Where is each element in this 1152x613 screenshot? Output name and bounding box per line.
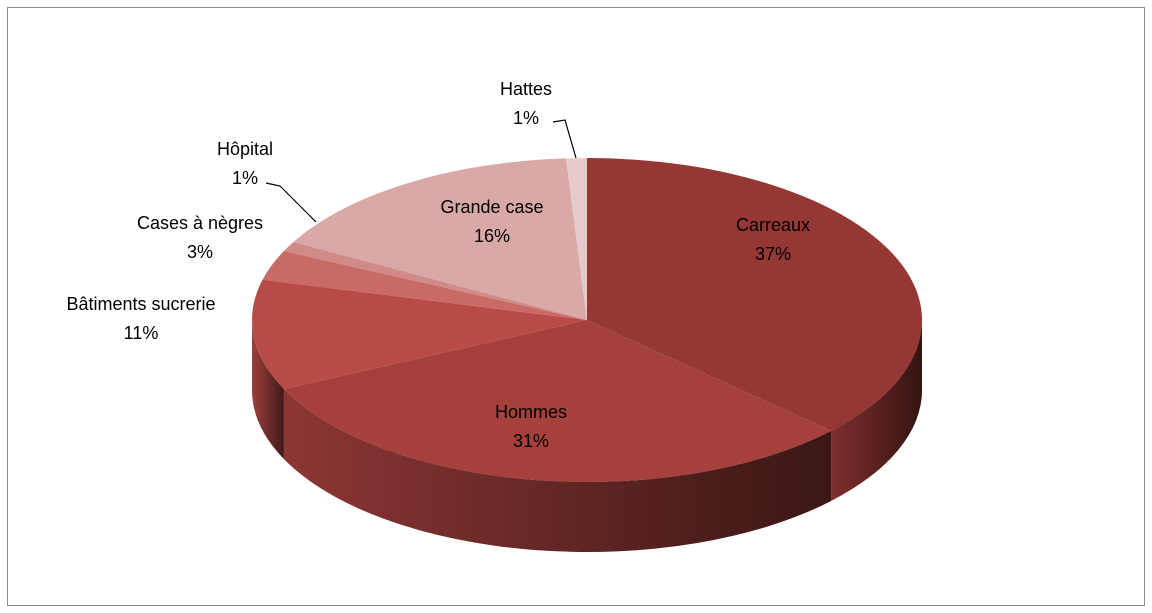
- slice-label: Hattes: [500, 79, 552, 99]
- slice-value-label: 1%: [232, 168, 258, 188]
- slice: [565, 158, 587, 320]
- slice-value-label: 3%: [187, 242, 213, 262]
- slice-label: Bâtiments sucrerie: [66, 294, 215, 314]
- leader-line: [552, 119, 577, 159]
- slice-value-label: 16%: [474, 226, 510, 246]
- slice-label: Cases à nègres: [137, 213, 263, 233]
- slice: [587, 158, 922, 431]
- slice-label: Hôpital: [217, 139, 273, 159]
- slice-side-shade: [252, 320, 284, 459]
- slice-value-label: 31%: [513, 431, 549, 451]
- slice-label: Hommes: [495, 402, 567, 422]
- leader-line: [265, 182, 317, 223]
- slice-value-label: 1%: [513, 108, 539, 128]
- slice: [293, 158, 587, 320]
- slice-side-shade: [283, 388, 832, 552]
- slice-value-label: 11%: [124, 323, 159, 343]
- slice: [262, 251, 587, 320]
- slice-side-shade: [831, 320, 922, 501]
- slice-label: Carreaux: [736, 215, 810, 235]
- slice-label: Grande case: [440, 197, 543, 217]
- slice: [252, 279, 587, 389]
- slice-value-label: 37%: [755, 244, 791, 264]
- slice: [283, 320, 832, 482]
- slice: [283, 241, 587, 320]
